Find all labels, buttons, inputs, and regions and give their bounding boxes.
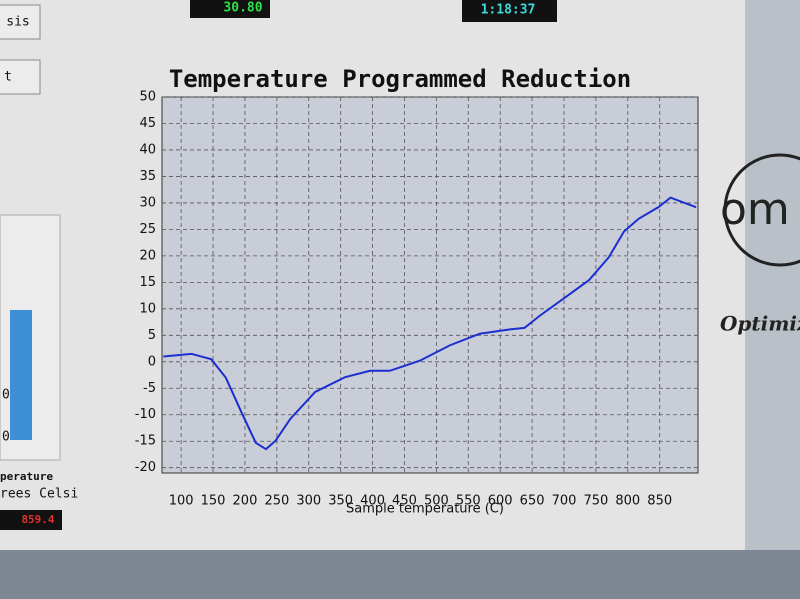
bezel (0, 550, 800, 599)
readout (0, 510, 62, 530)
x-tick-label: 700 (552, 494, 577, 509)
y-tick-label: 45 (139, 116, 156, 131)
logo-caption: Optimiz (720, 312, 800, 336)
logo-ring (723, 153, 800, 267)
x-tick-label: 300 (296, 494, 321, 509)
logo: om (720, 184, 790, 235)
button[interactable] (0, 4, 41, 40)
readout-value: 30.80 (223, 1, 262, 16)
gauge-caption: rees Celsi (0, 487, 78, 502)
temperature-value: 859.4 (21, 513, 54, 526)
x-tick-label: 250 (264, 494, 289, 509)
x-tick-label: 650 (520, 494, 545, 509)
y-tick-label: 30 (139, 195, 156, 210)
x-tick-label: 800 (615, 494, 640, 509)
x-tick-label: 400 (360, 494, 385, 509)
y-tick-label: 35 (139, 169, 156, 184)
y-tick-label: -20 (135, 460, 156, 475)
readout (462, 0, 557, 22)
x-tick-label: 350 (328, 494, 353, 509)
x-tick-label: 550 (456, 494, 481, 509)
gauge-bar (10, 310, 32, 440)
side-panel (745, 0, 800, 599)
readout (190, 0, 270, 18)
plot-area (161, 96, 699, 474)
y-tick-label: 20 (139, 248, 156, 263)
gauge-label: 0 (2, 388, 10, 403)
y-tick-label: 50 (139, 90, 156, 105)
x-tick-label: 500 (424, 494, 449, 509)
x-tick-label: 750 (583, 494, 608, 509)
y-tick-label: 15 (139, 275, 156, 290)
y-tick-label: 25 (139, 222, 156, 237)
x-tick-label: 100 (169, 494, 194, 509)
y-tick-label: 0 (148, 354, 156, 369)
chart-title: Temperature Programmed Reduction (169, 65, 631, 93)
readout-value: 1:18:37 (481, 3, 536, 18)
x-tick-label: 850 (647, 494, 672, 509)
button-label: sis (6, 15, 29, 30)
y-tick-label: -5 (143, 381, 156, 396)
gauge-caption: perature (0, 470, 53, 483)
x-tick-label: 150 (201, 494, 226, 509)
y-tick-label: -15 (135, 434, 156, 449)
gauge-label: 0 (2, 430, 10, 445)
y-tick-label: 40 (139, 142, 156, 157)
y-tick-label: 10 (139, 301, 156, 316)
y-tick-label: 5 (148, 328, 156, 343)
button-label: t (4, 70, 12, 85)
y-tick-label: -10 (135, 407, 156, 422)
x-tick-label: 600 (488, 494, 513, 509)
x-tick-label: 200 (233, 494, 258, 509)
x-axis-label: Sample temperature (C) (346, 502, 504, 517)
x-tick-label: 450 (392, 494, 417, 509)
data-line (163, 196, 697, 451)
button[interactable] (0, 59, 41, 95)
